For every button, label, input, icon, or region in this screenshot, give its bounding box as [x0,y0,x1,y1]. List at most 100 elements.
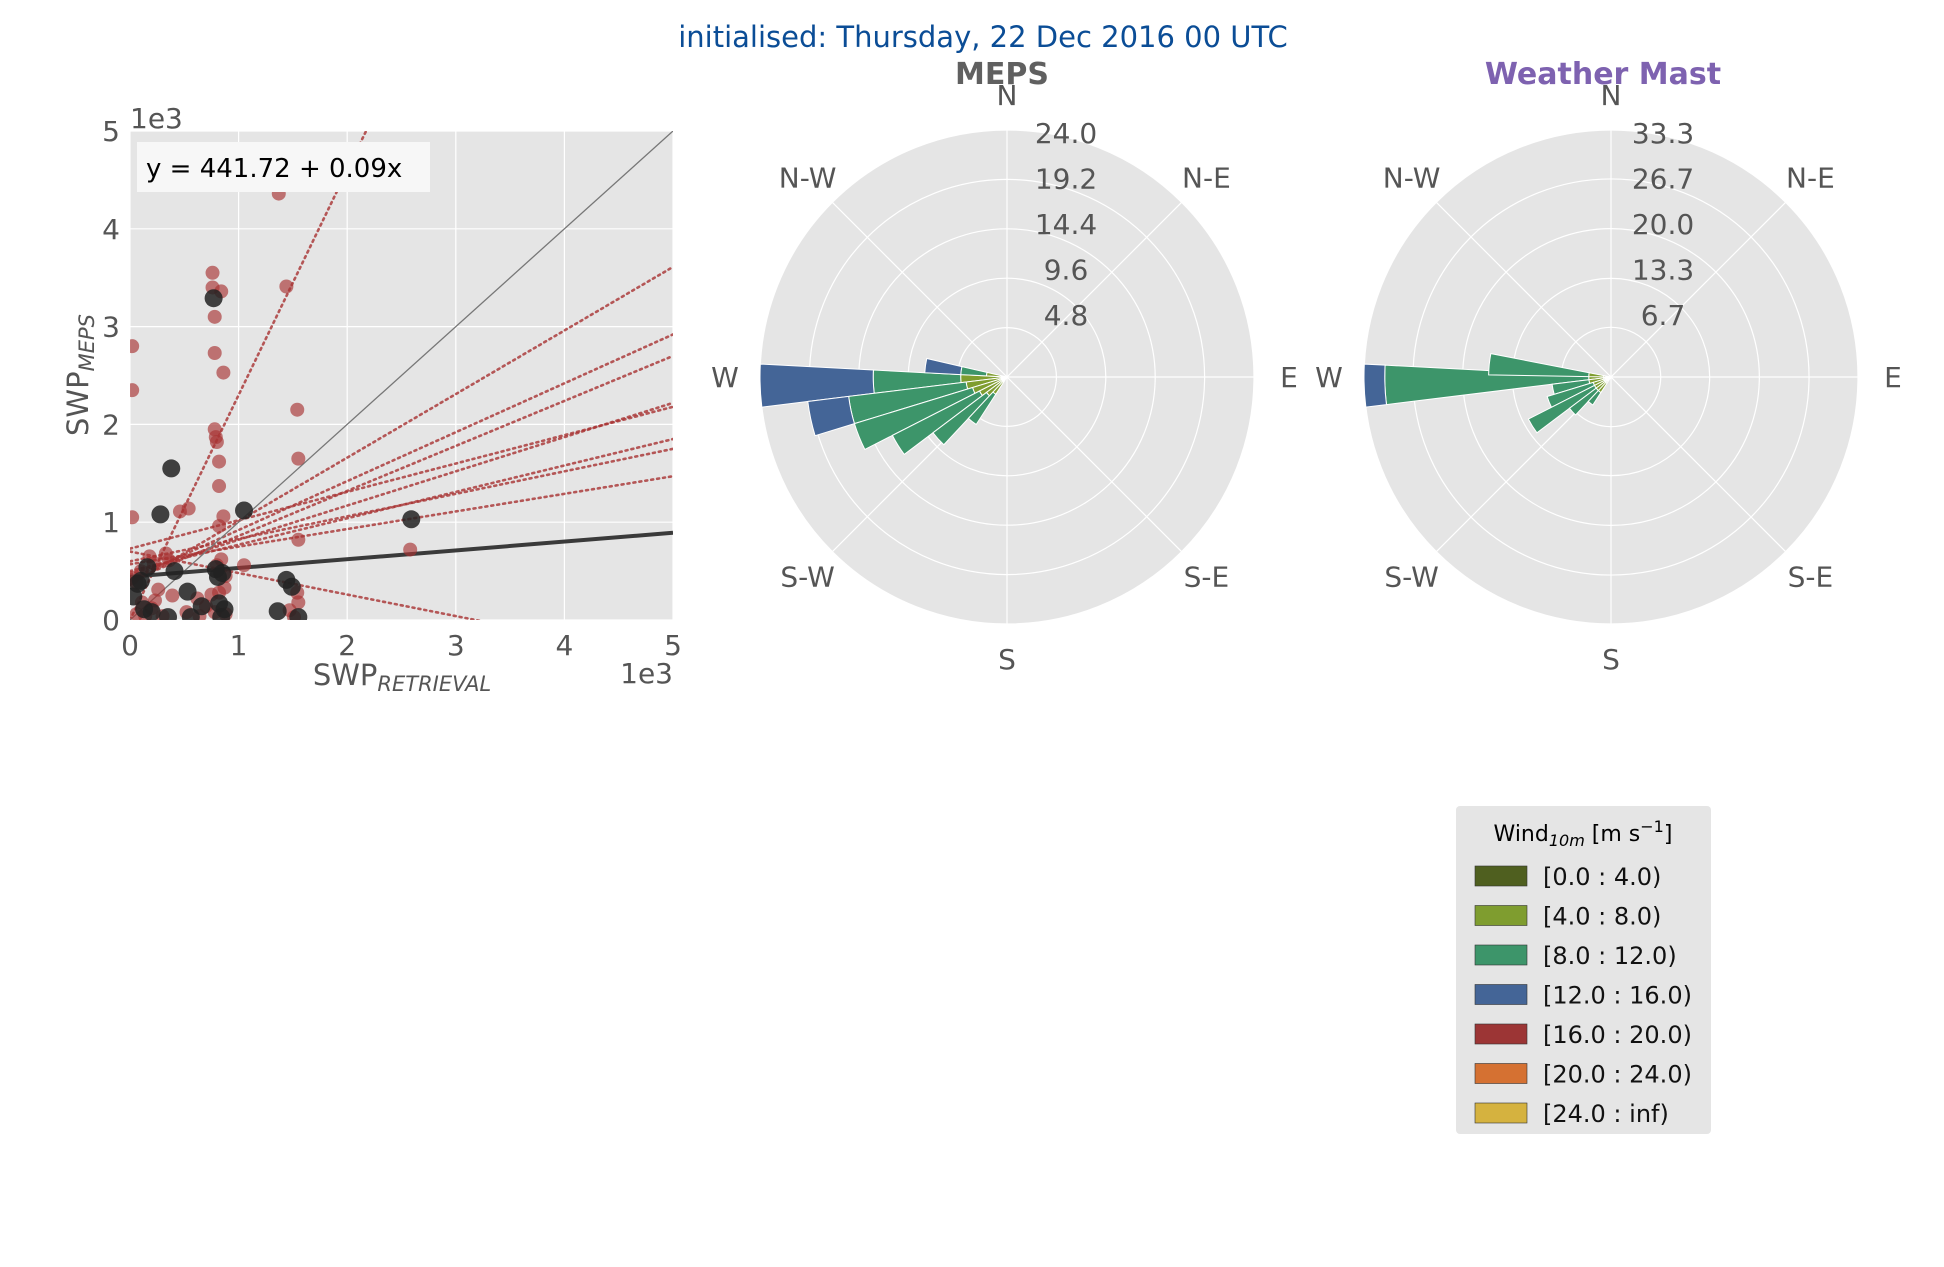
member-point [130,339,140,354]
member-point [130,383,140,398]
direction-label: W [711,361,739,394]
windrose-weather-mast: Weather Mast N N-E E S-E S S-W W N-W 6.7 13.3 20.0… [1315,57,1902,676]
x-offset-label: 1e3 [620,657,673,690]
direction-label: S-E [1184,560,1230,593]
regression-annotation: y = 441.72 + 0.09x [137,142,430,192]
scatter-points [130,186,421,620]
windrose-bar [891,390,984,456]
member-point [237,558,252,573]
wind-speed-legend: Wind10m [m s−1] [0.0 : 4.0) [4.0 : 8.0) [8… [1456,806,1711,1134]
member-fit-line [130,447,673,563]
windrose-bar [1551,379,1591,395]
mean-point [268,602,287,620]
legend-title-unit-close: ] [1664,822,1673,847]
mean-point [215,600,234,619]
radial-tick-label: 13.3 [1632,254,1694,287]
windrose-bar [967,391,997,426]
radial-tick-label: 14.4 [1035,208,1097,241]
mean-point [138,558,157,577]
member-fit-line [130,401,673,576]
direction-label: E [1280,361,1298,394]
mean-point [142,603,161,620]
direction-label: N [997,79,1018,112]
windrose-bar [1527,384,1597,434]
mean-point [130,574,147,593]
windrose-bar [924,357,963,376]
member-point [212,454,227,469]
y-axis-label-subscript: MEPS [75,314,99,371]
radial-tick-label: 9.6 [1044,254,1089,287]
figure-title: initialised: Thursday, 22 Dec 2016 00 UT… [678,20,1288,54]
radial-tick-label: 4.8 [1044,299,1089,332]
member-point [209,435,224,450]
x-tick-label: 3 [447,629,465,662]
x-axis-label-base: SWP [313,658,378,692]
member-point [130,510,140,525]
legend-swatch [1474,865,1528,887]
scatter-fit-lines [130,131,673,620]
x-tick-label: 4 [555,629,573,662]
member-point [279,279,294,294]
mean-point [235,501,254,520]
legend-swatch [1474,905,1528,926]
legend-swatch [1474,1023,1528,1045]
member-point [181,501,196,516]
direction-label: W [1315,361,1343,394]
direction-label: S [998,643,1016,676]
legend-label: [24.0 : inf) [1543,1100,1669,1128]
legend-items: [0.0 : 4.0) [4.0 : 8.0) [8.0 : 12.0) [12.0 … [1474,863,1692,1128]
radial-tick-label: 6.7 [1641,299,1686,332]
radial-tick-label: 19.2 [1035,163,1097,196]
y-tick-label: 1 [102,506,120,539]
legend-title-base: Wind [1494,822,1549,847]
legend-label: [0.0 : 4.0) [1543,863,1661,891]
direction-gridline [1610,201,1787,378]
direction-label: N-E [1182,162,1231,195]
legend-label: [20.0 : 24.0) [1543,1061,1692,1089]
legend-title-superscript: −1 [1640,817,1664,836]
radial-tick-label: 26.7 [1632,163,1694,196]
member-fit-line [130,474,673,566]
windrose-meps: MEPS N N-E E S-E S S-W W N-W 4.8 9.6 14.4 19.2 24.0 [711,57,1298,676]
direction-gridline [1435,201,1612,378]
windrose-meps-title: MEPS [955,57,1049,92]
mean-point [192,597,211,616]
annotation-box [137,142,430,192]
member-point [291,451,306,466]
direction-label: N [1601,79,1622,112]
legend-swatch [1474,944,1528,966]
x-tick-label: 2 [338,629,356,662]
legend-title-unit: [m s [1585,822,1640,847]
one-to-one-line [130,131,673,620]
x-axis-label-subscript: RETRIEVAL [377,672,491,696]
direction-label: S [1602,643,1620,676]
mean-point [402,510,421,529]
windrose-bar [1568,387,1600,416]
scatter-gridlines [129,130,674,621]
windrose-bar [1546,381,1596,408]
windrose-bar [1587,389,1602,406]
windrose-bar [853,386,976,451]
mean-point [213,564,232,583]
member-point [207,309,222,324]
y-tick-label: 3 [102,311,120,344]
y-tick-label: 5 [102,115,120,148]
legend-label: [12.0 : 16.0) [1543,982,1692,1010]
member-point [212,479,227,494]
y-tick-label: 4 [102,213,120,246]
legend-label: [16.0 : 20.0) [1543,1021,1692,1049]
y-tick-label: 2 [102,408,120,441]
legend-title: Wind10m [m s−1] [1494,817,1673,850]
windrose-bar [1363,363,1388,408]
direction-label: E [1884,361,1902,394]
direction-gridline [831,201,1008,378]
legend-label: [4.0 : 8.0) [1543,903,1661,931]
windrose-bar [807,395,856,437]
direction-gridline [1610,376,1787,553]
x-tick-label: 1 [230,629,248,662]
member-point [207,346,222,361]
y-offset-label: 1e3 [130,102,183,135]
x-tick-label: 5 [664,629,682,662]
